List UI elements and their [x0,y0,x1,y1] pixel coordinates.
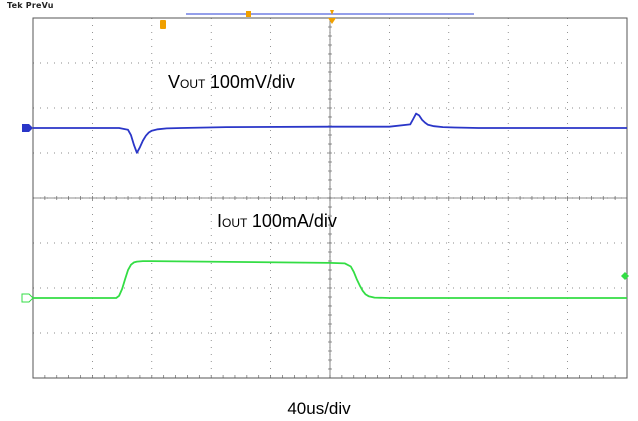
scope-brand-header: Tek PreVu [7,1,54,10]
trigger-time-marker [328,18,336,24]
trigger-level-marker [621,272,629,280]
ch1-ground-marker [22,124,33,132]
screen-markers [21,10,629,303]
vout-scale-annotation: VOUT 100mV/div [168,72,295,93]
iout-subscript: OUT [222,216,248,230]
trigger-position-top-marker [330,10,334,15]
vout-scale-label: 100mV/div [209,72,295,92]
timebase-label: 40us/div [287,399,351,418]
graticule-grid [32,17,628,379]
vout-subscript: OUT [180,77,206,91]
ch4-ground-marker [21,293,34,303]
vout-trace [33,112,627,154]
iout-symbol: I [217,211,223,231]
iout-scale-annotation: IOUT 100mA/div [217,211,337,232]
iout-trace [33,260,627,299]
record-position-marker [246,11,251,17]
brand-name: Tek [7,1,23,10]
acquisition-mode-label: PreVu [25,1,54,10]
vout-symbol: V [168,72,181,92]
waveform-traces [33,112,627,299]
trigger-t-marker [160,20,166,29]
iout-scale-label: 100mA/div [251,211,337,231]
